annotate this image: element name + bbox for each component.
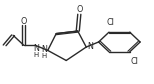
Text: O: O	[21, 16, 27, 26]
Text: Cl: Cl	[130, 57, 138, 66]
Text: N: N	[87, 42, 93, 51]
Text: Cl: Cl	[107, 18, 114, 27]
Text: H: H	[41, 53, 47, 59]
Text: N: N	[41, 45, 47, 54]
Text: N: N	[33, 44, 39, 53]
Text: O: O	[76, 5, 83, 14]
Text: H: H	[34, 52, 39, 58]
